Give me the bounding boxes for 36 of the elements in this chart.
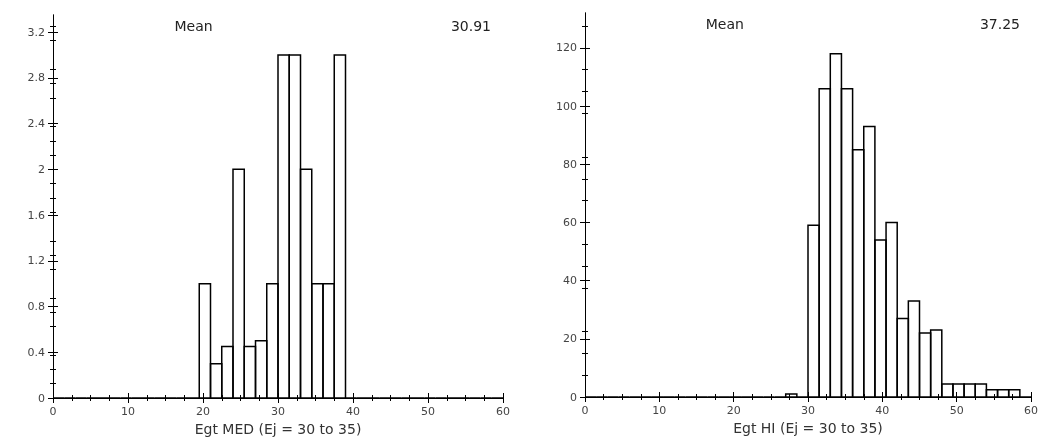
y-tick-label: 0 — [570, 390, 577, 404]
annotation: 30.91 — [450, 18, 492, 34]
y-tick-label: 1.2 — [27, 254, 45, 268]
x-tick-label: 40 — [346, 405, 360, 418]
annotation: Mean — [705, 16, 744, 32]
y-tick-label: 40 — [563, 274, 577, 288]
y-tick-label: 2.4 — [27, 117, 45, 131]
y-tick-label: 2.8 — [27, 71, 45, 85]
x-tick-label: 30 — [271, 405, 285, 418]
x-tick-label: 10 — [121, 405, 135, 418]
x-tick-label: 30 — [801, 404, 815, 417]
x-tick-label: 50 — [421, 405, 435, 418]
annotation: 37.25 — [979, 16, 1021, 32]
x-tick-label: 0 — [49, 405, 57, 418]
y-tick-label: 2 — [38, 162, 45, 176]
y-tick-label: 0.4 — [27, 345, 45, 359]
y-tick-label: 1.6 — [27, 208, 45, 222]
x-tick-label: 20 — [196, 405, 210, 418]
y-tick-label: 0.8 — [27, 300, 45, 314]
x-tick-label: 40 — [875, 404, 890, 417]
y-tick-label: 20 — [563, 332, 577, 346]
y-tick-label: 3.2 — [27, 25, 45, 39]
y-tick-label: 60 — [563, 215, 577, 229]
annotation: Mean — [174, 18, 213, 34]
x-tick-label: 0 — [581, 404, 589, 417]
x-tick-label: 60 — [496, 405, 510, 418]
y-tick-label: 80 — [563, 157, 577, 171]
y-tick-label: 0 — [38, 391, 45, 405]
x-axis-title: Egt MED (Ej = 30 to 35) — [194, 421, 362, 437]
x-tick-label: 20 — [726, 404, 741, 417]
y-tick-label: 120 — [556, 41, 577, 55]
x-tick-label: 50 — [949, 404, 964, 417]
x-tick-label: 60 — [1024, 404, 1038, 417]
x-tick-label: 10 — [652, 404, 667, 417]
x-axis-title: Egt HI (Ej = 30 to 35) — [733, 420, 883, 436]
y-tick-label: 100 — [556, 99, 577, 113]
